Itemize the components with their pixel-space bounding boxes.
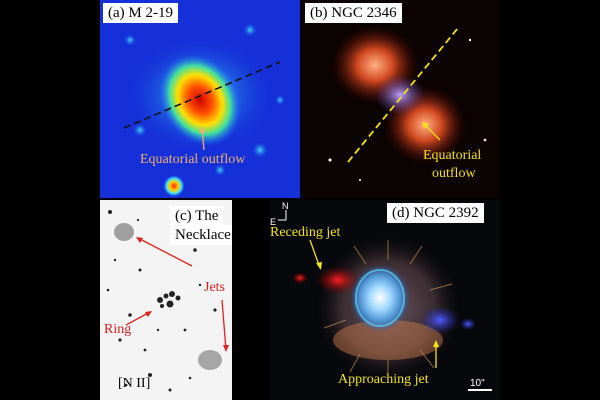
panel-d-approaching-annotation: Approaching jet (338, 372, 429, 387)
panel-c-label-line2: Necklace (170, 225, 232, 245)
panel-b-annotation-line2: outflow (432, 166, 476, 181)
ngc2346-image (300, 0, 500, 198)
panel-a-m2-19: (a) M 2-19 Equatorial outflow (100, 0, 300, 198)
panel-c-necklace: (c) The Necklace Jets Ring [N II] (100, 200, 232, 400)
compass-north-label: N (282, 201, 289, 211)
symmetry-axis-dashed-line (347, 27, 459, 163)
panel-d-receding-annotation: Receding jet (270, 225, 341, 240)
panel-d-label: (d) NGC 2392 (387, 203, 484, 223)
compass-east-label: E (270, 217, 277, 227)
panel-b-ngc2346: (b) NGC 2346 Equatorial outflow (300, 0, 500, 198)
panel-c-jets-annotation: Jets (204, 280, 225, 295)
panel-b-annotation-line1: Equatorial (423, 148, 482, 163)
symmetry-axis-dashed-line (123, 61, 281, 129)
panel-c-label-line1: (c) The (170, 206, 224, 226)
panel-c-filter-label: [N II] (118, 376, 151, 391)
panel-a-label: (a) M 2-19 (103, 3, 178, 23)
ngc2392-image (270, 200, 500, 400)
panel-d-ngc2392: N E (d) NGC 2392 Receding jet Approachin… (270, 200, 500, 400)
panel-c-ring-annotation: Ring (104, 322, 132, 337)
panel-b-label: (b) NGC 2346 (305, 3, 402, 23)
scale-bar-label: 10" (470, 378, 485, 389)
panel-a-annotation: Equatorial outflow (140, 152, 246, 167)
m2-19-image (100, 0, 300, 198)
